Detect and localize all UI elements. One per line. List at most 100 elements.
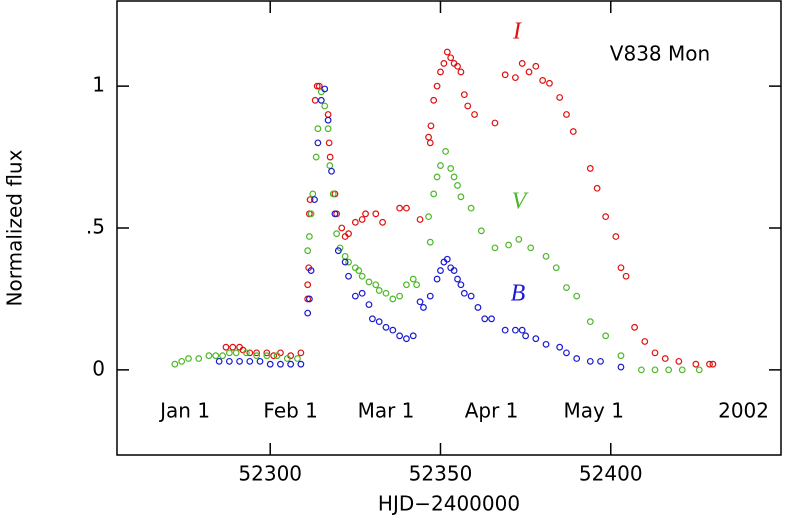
data-point <box>471 111 478 118</box>
date-label: Mar 1 <box>358 399 415 423</box>
data-point <box>437 68 444 76</box>
data-point <box>325 139 333 147</box>
data-point <box>212 352 220 360</box>
date-label: Jan 1 <box>158 399 210 423</box>
data-point <box>430 96 438 104</box>
data-point <box>326 153 334 161</box>
data-point <box>416 298 424 306</box>
data-point <box>433 173 441 181</box>
data-point <box>556 94 564 101</box>
data-point <box>372 281 380 289</box>
data-point <box>304 309 312 317</box>
data-point <box>362 210 369 218</box>
data-point <box>246 349 254 357</box>
data-point <box>277 360 284 368</box>
data-point <box>546 79 553 87</box>
data-point <box>305 295 313 303</box>
data-point <box>447 54 455 62</box>
y-axis-title: Normalized flux <box>3 149 27 306</box>
y-tick-label: 0 <box>92 356 105 380</box>
data-point <box>297 349 305 357</box>
data-point <box>178 357 186 365</box>
data-point <box>311 96 319 104</box>
data-point <box>425 133 432 141</box>
series-name: V <box>512 189 529 215</box>
data-point <box>333 230 341 238</box>
data-point <box>382 289 390 297</box>
data-point <box>637 366 645 374</box>
data-point <box>338 224 346 232</box>
data-point <box>403 281 410 289</box>
data-point <box>215 357 223 365</box>
data-point <box>287 360 295 368</box>
data-point <box>232 349 240 357</box>
data-point <box>573 292 581 300</box>
data-point <box>253 349 261 357</box>
object-label: V838 Mon <box>610 42 710 66</box>
data-point <box>358 289 366 297</box>
data-point <box>389 326 397 334</box>
data-point <box>246 357 254 365</box>
data-point <box>307 267 315 274</box>
data-point <box>321 85 329 93</box>
data-point <box>403 204 410 212</box>
data-point <box>665 366 673 374</box>
data-point <box>442 147 449 155</box>
data-point <box>617 352 625 360</box>
data-point <box>501 326 509 334</box>
data-point <box>263 352 271 360</box>
data-point <box>270 352 278 360</box>
data-point <box>602 213 610 221</box>
data-point <box>324 116 332 124</box>
data-point <box>447 165 455 172</box>
data-point <box>314 125 322 133</box>
data-point <box>505 241 512 249</box>
data-point <box>443 48 451 56</box>
data-point <box>706 360 713 368</box>
data-point <box>345 272 352 280</box>
data-point <box>403 335 410 343</box>
data-point <box>586 318 594 326</box>
data-point <box>467 204 475 212</box>
data-point <box>416 216 424 223</box>
data-point <box>195 355 203 362</box>
data-point <box>242 349 250 357</box>
data-point <box>457 68 465 76</box>
data-point <box>586 165 594 172</box>
data-point <box>709 360 717 368</box>
data-point <box>305 233 313 240</box>
data-point <box>433 82 441 90</box>
x-tick-label: 52400 <box>579 462 643 486</box>
data-point <box>467 292 475 300</box>
data-point <box>481 315 489 323</box>
data-point <box>454 275 461 283</box>
data-point <box>542 340 550 348</box>
data-point <box>222 343 230 351</box>
data-point <box>515 235 523 243</box>
data-point <box>542 252 550 260</box>
data-point <box>263 349 271 357</box>
data-point <box>477 227 485 235</box>
data-point <box>443 255 451 263</box>
data-point <box>427 122 435 130</box>
data-point <box>569 128 577 135</box>
data-point <box>372 210 380 218</box>
x-axis-title: HJD−2400000 <box>378 492 520 516</box>
data-point <box>474 304 482 311</box>
data-point <box>450 173 458 181</box>
data-point <box>219 352 226 360</box>
data-point <box>315 82 323 90</box>
data-point <box>692 360 700 368</box>
data-point <box>617 264 625 272</box>
data-point <box>563 284 570 291</box>
data-point <box>253 352 261 360</box>
data-point <box>334 247 342 255</box>
data-point <box>309 190 317 198</box>
data-point <box>317 96 325 104</box>
data-point <box>586 357 594 365</box>
data-point <box>617 363 625 371</box>
series-name: I <box>512 19 522 45</box>
data-point <box>426 139 434 147</box>
data-point <box>573 355 581 362</box>
date-label: Apr 1 <box>465 399 519 423</box>
